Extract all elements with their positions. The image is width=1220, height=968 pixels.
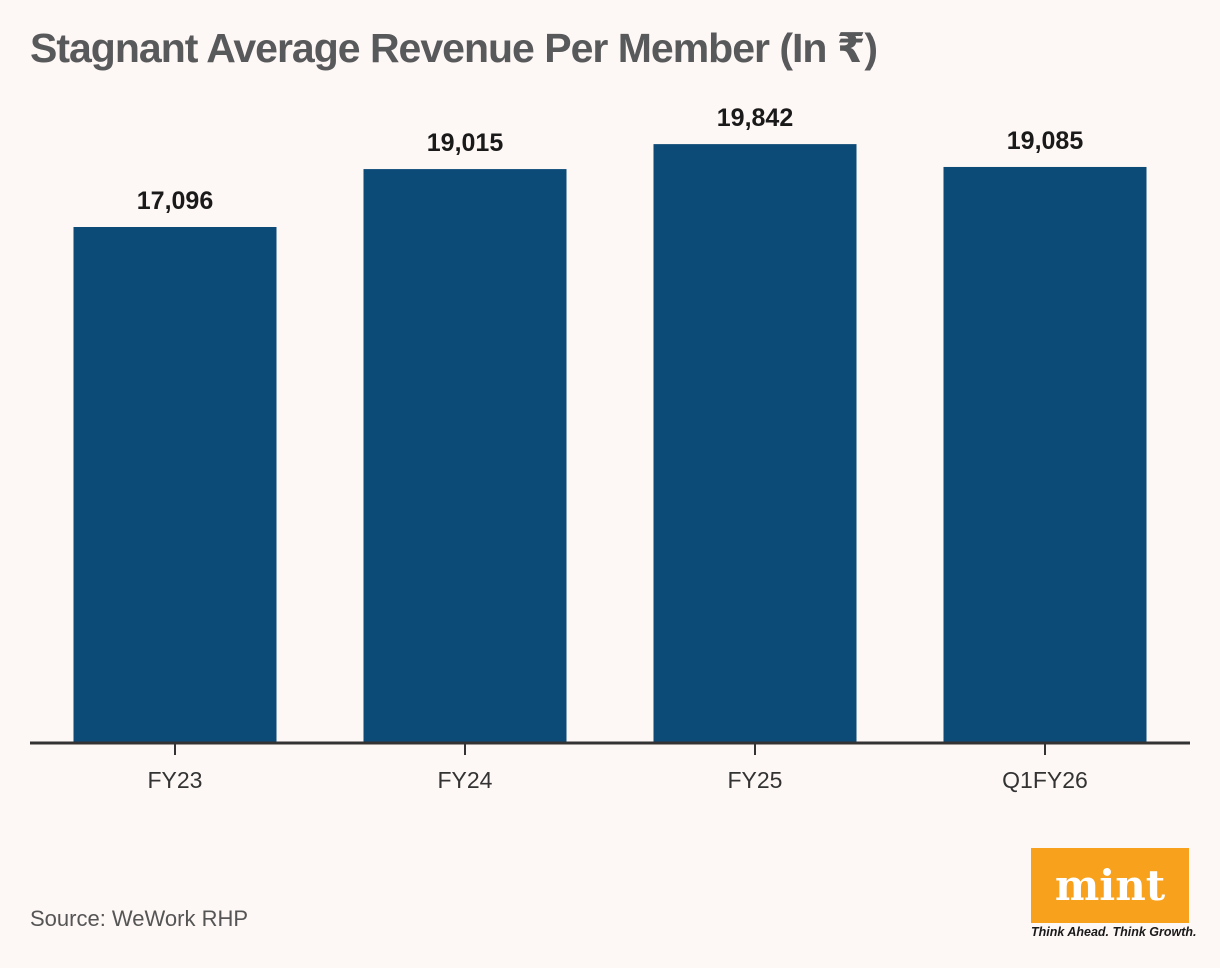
source-note: Source: WeWork RHP (30, 906, 249, 931)
x-tick-label-fy23: FY23 (148, 767, 203, 793)
chart-title: Stagnant Average Revenue Per Member (In … (30, 25, 878, 71)
data-label-fy23: 17,096 (137, 187, 213, 215)
bar-q1fy26 (943, 166, 1147, 743)
data-label-q1fy26: 19,085 (1007, 127, 1084, 155)
x-tick-label-fy24: FY24 (438, 767, 493, 793)
mint-logo: mint (1031, 848, 1189, 923)
bar-fy25 (653, 144, 857, 744)
bar-fy23 (73, 227, 277, 743)
brand-tagline: Think Ahead. Think Growth. (1031, 925, 1197, 939)
x-tick-label-fy25: FY25 (728, 767, 783, 793)
mint-logo-text: mint (1054, 860, 1166, 910)
bar-fy24 (363, 169, 567, 744)
data-label-fy25: 19,842 (717, 104, 793, 132)
data-label-fy24: 19,015 (427, 129, 504, 157)
x-tick-label-q1fy26: Q1FY26 (1002, 767, 1088, 793)
